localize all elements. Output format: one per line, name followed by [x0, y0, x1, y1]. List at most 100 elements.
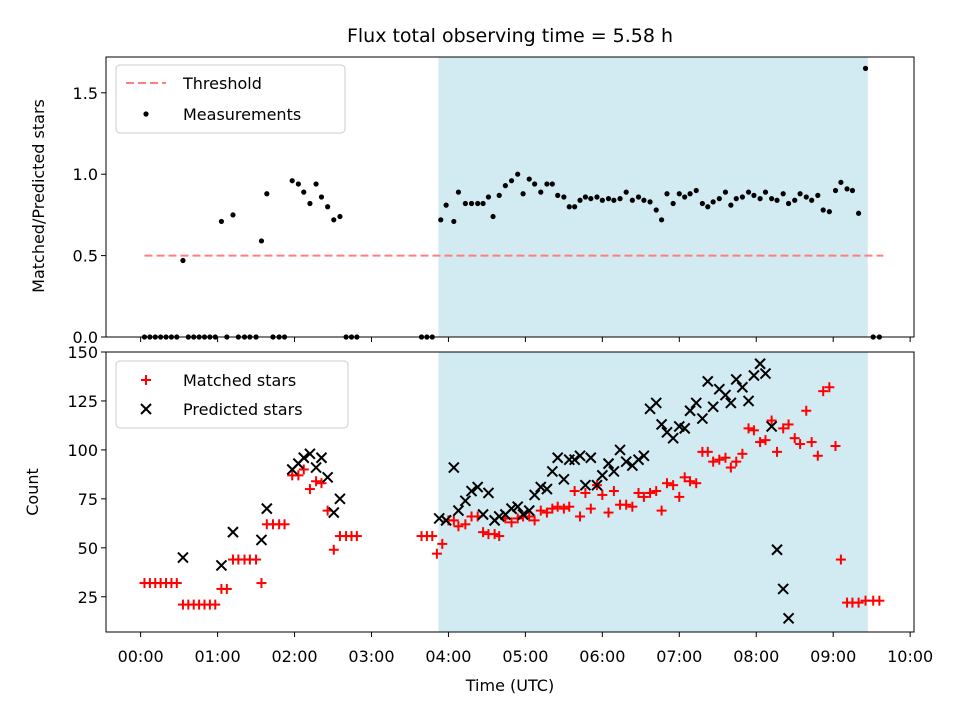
data-point-dot-96: [757, 196, 763, 202]
x-tick-label: 06:00: [579, 647, 625, 666]
data-point-dot-101: [785, 200, 792, 207]
data-point-x-39: [579, 479, 592, 491]
data-point-x-64: [725, 397, 737, 409]
panel-frame: [105, 351, 915, 633]
data-point-dot-79: [658, 217, 665, 223]
data-point-plus-106: [806, 437, 817, 448]
data-point-dot-66: [582, 194, 589, 200]
data-point-plus-97: [755, 437, 766, 448]
data-point-x-35: [558, 473, 570, 485]
data-point-dot-107: [820, 207, 826, 213]
legend-matched-label: Matched stars: [183, 371, 296, 390]
data-point-plus-86: [691, 478, 702, 489]
y-tick-label: 25: [78, 588, 98, 607]
panel-frame: [105, 56, 915, 338]
data-point-x-72: [771, 544, 783, 556]
data-point-dot-94: [745, 189, 752, 195]
data-point-dot-33: [331, 217, 337, 223]
data-point-plus-78: [645, 487, 656, 498]
data-point-plus-44: [448, 515, 459, 526]
data-point-x-8: [304, 448, 316, 460]
data-point-x-31: [535, 481, 547, 493]
data-point-x-11: [321, 471, 334, 484]
data-point-dot-82: [676, 191, 682, 197]
legend-predicted-label: Predicted stars: [183, 400, 303, 419]
data-point-dot-76: [641, 197, 647, 203]
data-point-plus-31: [316, 478, 327, 489]
data-point-x-70: [759, 367, 772, 380]
data-point-plus-102: [783, 419, 794, 430]
data-point-dot-100: [780, 191, 786, 197]
data-point-dot-81: [670, 200, 676, 207]
data-point-x-34: [552, 452, 564, 464]
data-point-x-61: [707, 401, 719, 413]
x-tick-label: 02:00: [271, 647, 317, 666]
data-point-dot-46: [468, 200, 475, 207]
data-point-plus-109: [824, 382, 835, 393]
data-point-x-30: [528, 489, 541, 501]
data-point-x-41: [591, 479, 603, 491]
data-point-plus-98: [760, 435, 771, 446]
data-point-dot-59: [544, 181, 550, 187]
data-point-x-66: [736, 381, 749, 393]
data-point-x-24: [493, 510, 505, 523]
legend-bottom-frame: [115, 360, 349, 429]
data-point-dot-89: [716, 196, 722, 202]
top-panel: 0.0 0.5 1.0 1.5: [73, 56, 915, 347]
data-point-dot-43: [451, 218, 457, 225]
data-point-plus-59: [535, 505, 546, 516]
data-point-dot-49: [485, 194, 492, 200]
data-point-plus-65: [569, 486, 580, 497]
data-point-dot-62: [561, 194, 567, 200]
data-point-x-56: [678, 422, 691, 435]
data-point-plus-25: [279, 519, 290, 530]
data-point-x-2: [227, 526, 239, 538]
data-point-dot-50: [490, 213, 496, 220]
data-point-plus-68: [585, 503, 596, 514]
data-point-x-14: [433, 512, 445, 525]
data-point-plus-74: [621, 499, 632, 510]
data-point-x-3: [255, 534, 268, 546]
data-point-dot-70: [605, 196, 612, 202]
y-axis-label-bottom: Count: [23, 468, 42, 516]
data-point-plus-37: [351, 531, 362, 542]
data-point-plus-33: [328, 544, 339, 555]
data-point-x-0: [177, 551, 189, 564]
data-point-plus-76: [633, 487, 644, 498]
data-point-x-20: [471, 481, 484, 493]
data-point-dot-72: [617, 196, 623, 202]
data-point-plus-114: [853, 597, 864, 608]
data-point-plus-41: [431, 548, 442, 559]
data-point-dot-52: [502, 183, 508, 189]
legend-matched-swatch: [141, 375, 151, 385]
data-point-plus-85: [685, 476, 696, 487]
data-point-plus-96: [748, 425, 759, 436]
data-point-x-48: [632, 453, 645, 466]
data-point-dot-64: [572, 204, 578, 210]
data-point-dot-93: [739, 194, 745, 200]
data-point-dot-113: [855, 210, 862, 216]
data-point-x-54: [667, 432, 679, 444]
data-point-dot-45: [462, 200, 468, 207]
data-point-x-7: [298, 452, 310, 464]
data-point-dot-108: [826, 209, 832, 215]
data-point-plus-90: [714, 454, 725, 465]
legend-x-marker: [140, 403, 152, 415]
data-point-plus-84: [679, 472, 690, 483]
legend-top: Threshold Measurements: [115, 64, 346, 134]
data-point-dot-78: [653, 207, 659, 213]
data-point-dot-58: [538, 189, 544, 195]
data-point-x-32: [541, 483, 553, 495]
data-point-plus-64: [564, 501, 575, 512]
data-point-plus-101: [778, 423, 789, 434]
data-point-dot-61: [555, 192, 561, 198]
data-point-x-63: [719, 389, 732, 401]
data-point-dot-114: [862, 65, 869, 71]
data-point-dot-85: [693, 187, 699, 194]
data-point-x-58: [690, 397, 702, 409]
data-point-plus-95: [743, 423, 754, 434]
data-point-plus-111: [835, 554, 846, 565]
x-tick-label: 05:00: [502, 647, 548, 666]
data-point-x-73: [777, 583, 789, 595]
data-point-plus-77: [638, 491, 649, 502]
